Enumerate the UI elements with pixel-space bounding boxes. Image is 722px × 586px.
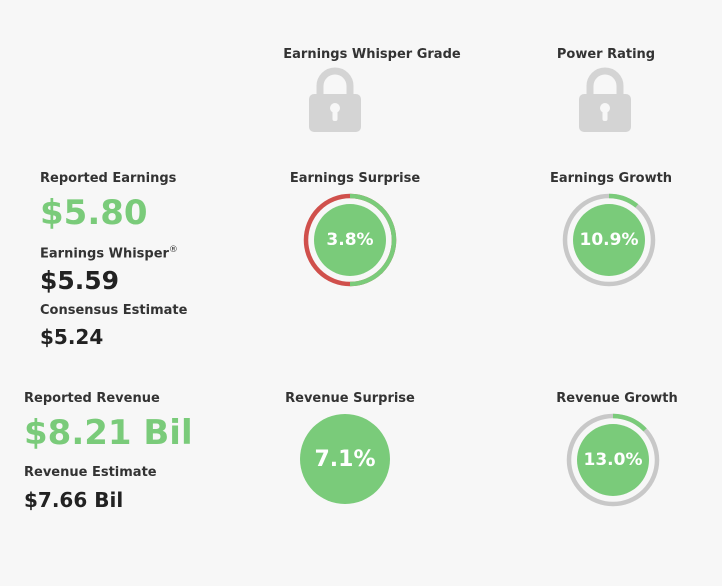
earnings-growth-label: Earnings Growth xyxy=(549,171,673,186)
registered-mark: ® xyxy=(168,245,178,255)
earnings-surprise-gauge-graphic xyxy=(303,193,397,287)
earnings-surprise-gauge: 3.8% xyxy=(303,193,397,287)
lock-icon[interactable] xyxy=(577,64,633,134)
whisper-grade-label: Earnings Whisper Grade xyxy=(283,47,461,62)
earnings-whisper-label-text: Earnings Whisper xyxy=(40,246,169,262)
revenue-estimate-label: Revenue Estimate xyxy=(24,465,157,480)
revenue-surprise-gauge-graphic xyxy=(300,414,390,504)
revenue-growth-gauge-graphic xyxy=(566,413,660,507)
earnings-whisper-label: Earnings Whisper® xyxy=(40,245,178,261)
revenue-growth-label: Revenue Growth xyxy=(556,391,678,406)
power-rating-label: Power Rating xyxy=(556,47,656,62)
revenue-surprise-gauge: 7.1% xyxy=(299,413,391,505)
reported-revenue-value: $8.21 Bil xyxy=(24,413,193,453)
earnings-growth-gauge-graphic xyxy=(562,193,656,287)
revenue-growth-gauge: 13.0% xyxy=(566,413,660,507)
earnings-whisper-value: $5.59 xyxy=(40,266,120,295)
lock-icon[interactable] xyxy=(307,64,363,134)
consensus-estimate-value: $5.24 xyxy=(40,325,104,349)
earnings-surprise-label: Earnings Surprise xyxy=(289,171,421,186)
reported-earnings-label: Reported Earnings xyxy=(40,171,177,186)
consensus-estimate-label: Consensus Estimate xyxy=(40,303,188,318)
earnings-growth-gauge: 10.9% xyxy=(562,193,656,287)
revenue-surprise-label: Revenue Surprise xyxy=(285,391,415,406)
reported-earnings-value: $5.80 xyxy=(40,193,148,233)
reported-revenue-label: Reported Revenue xyxy=(24,391,160,406)
revenue-estimate-value: $7.66 Bil xyxy=(24,488,124,512)
